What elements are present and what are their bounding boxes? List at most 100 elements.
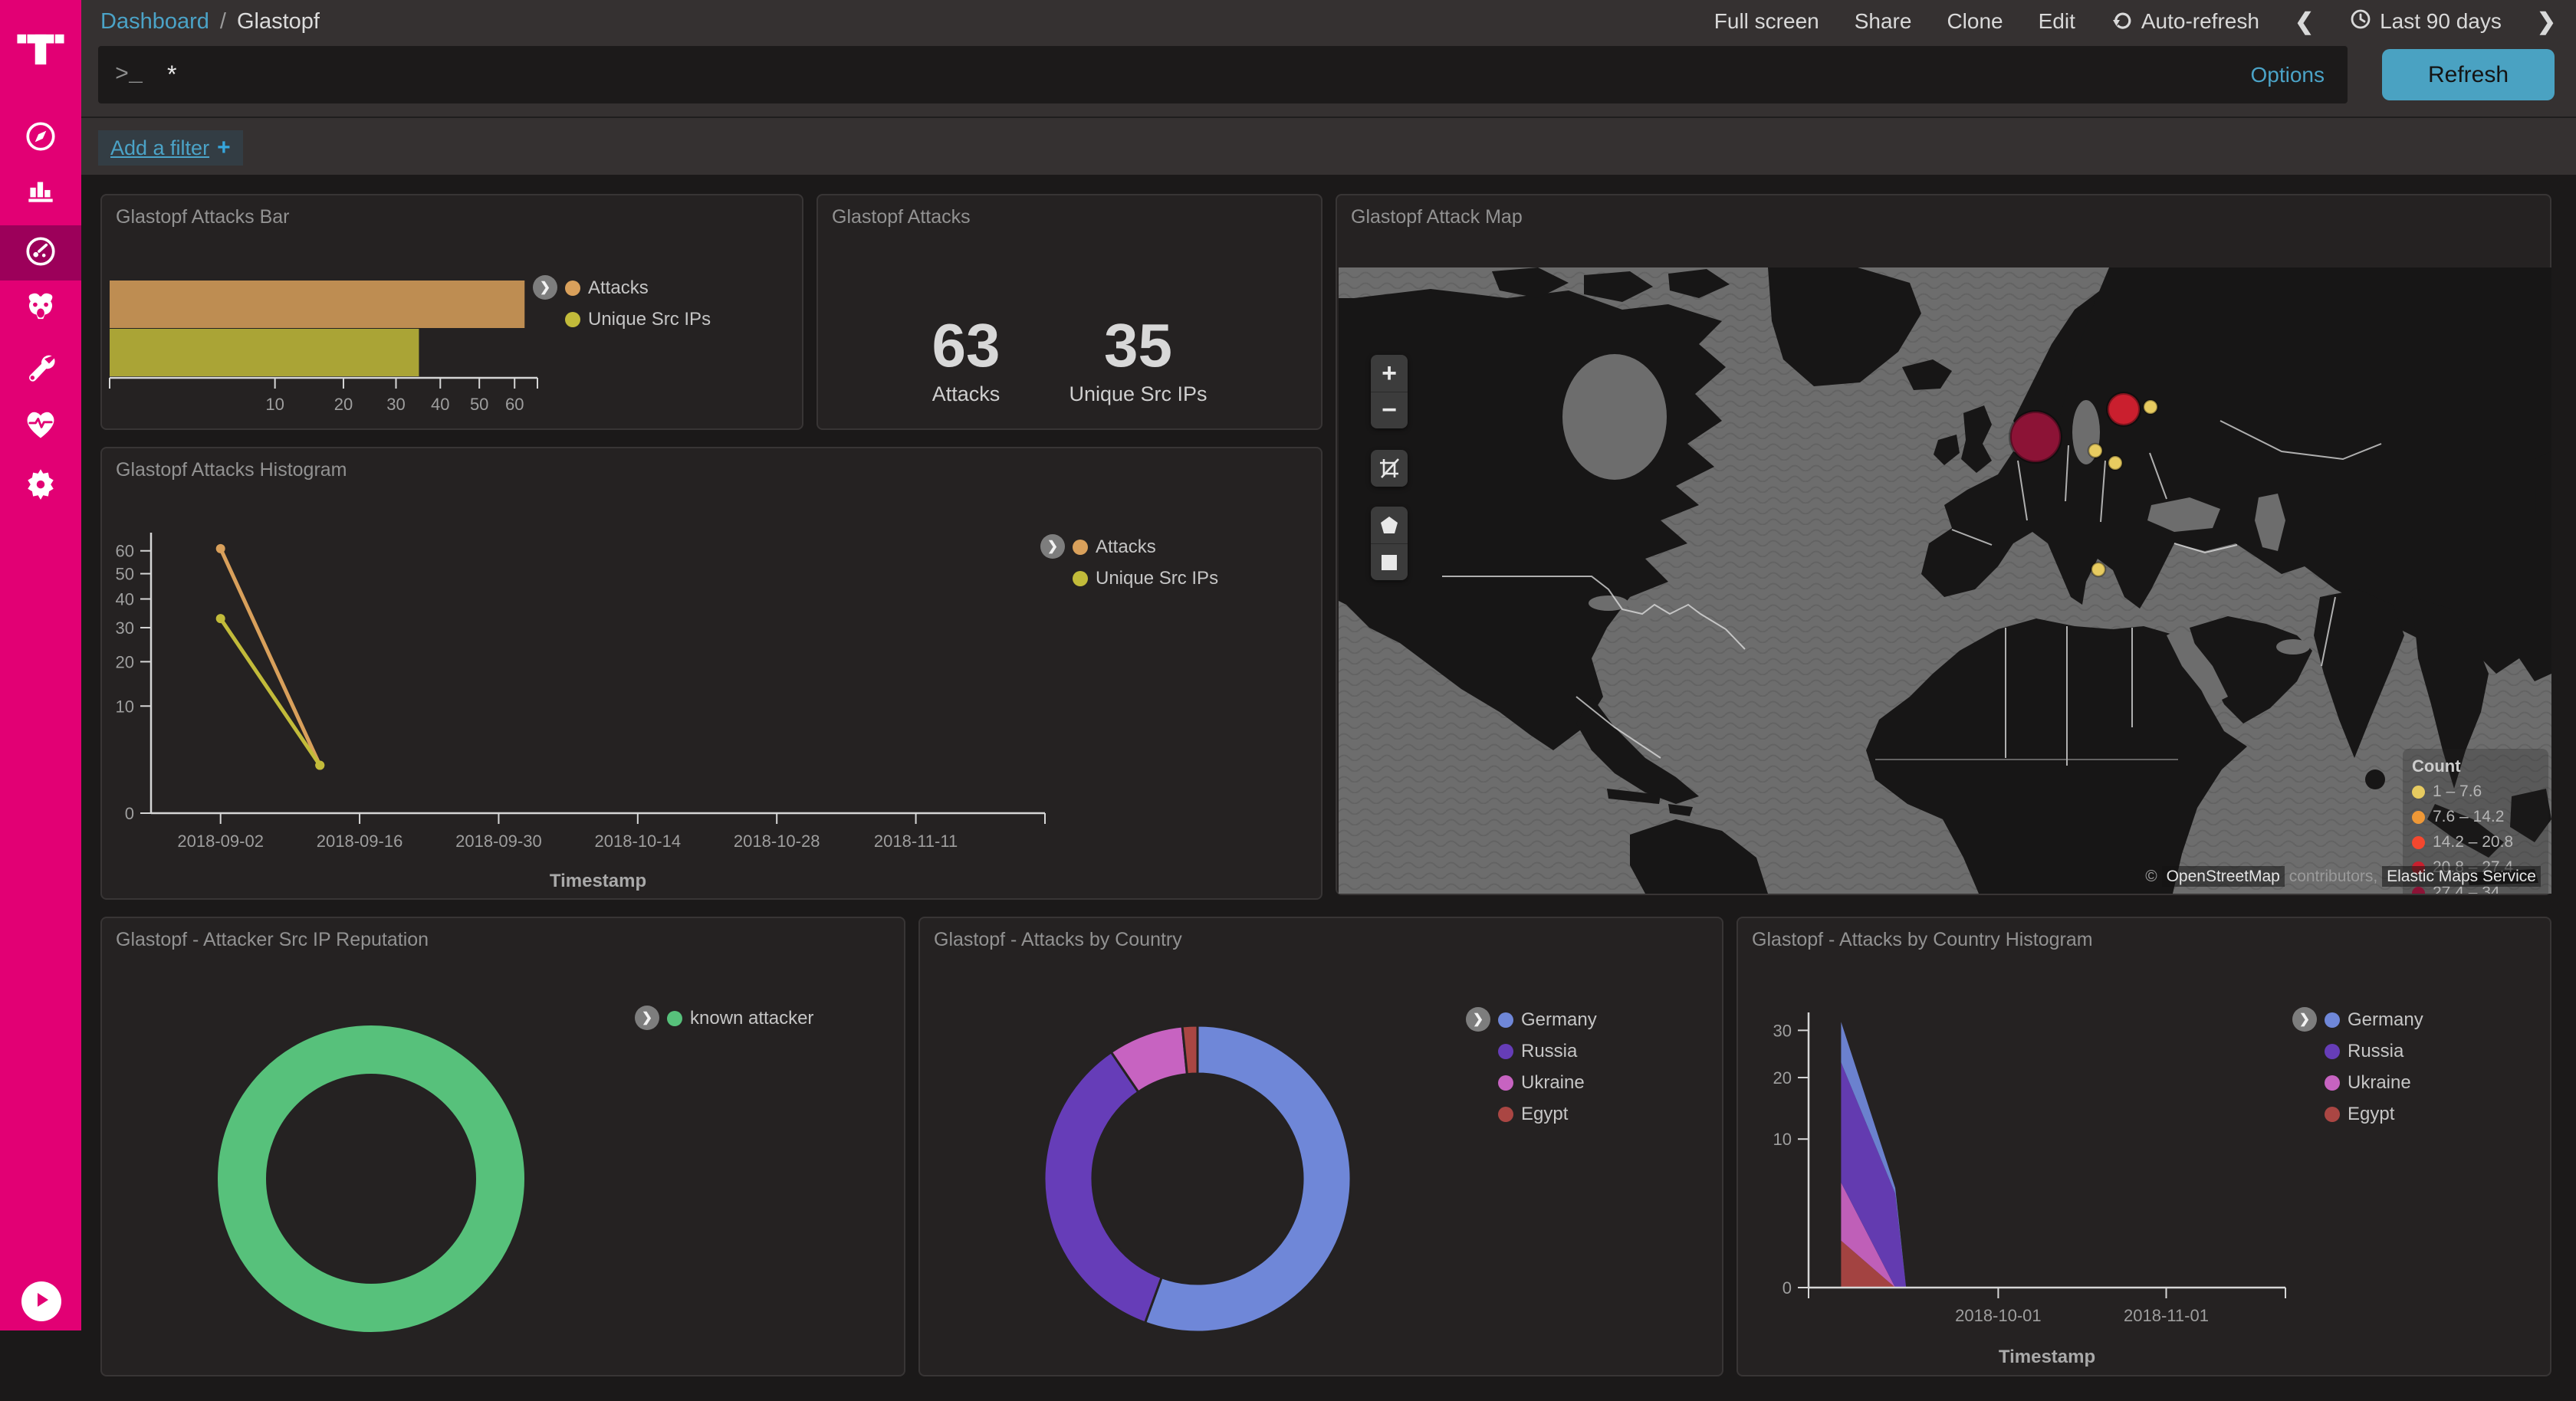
fullscreen-button[interactable]: Full screen	[1714, 9, 1819, 33]
svg-text:40: 40	[116, 590, 134, 609]
sidebar-item-devtools[interactable]	[0, 340, 81, 395]
clock-icon	[2349, 8, 2372, 36]
panel-attacks-by-country-histogram: Glastopf - Attacks by Country Histogram …	[1737, 917, 2551, 1376]
legend-toggle-icon[interactable]: ❯	[2292, 1007, 2317, 1032]
sidebar-item-timelion[interactable]	[0, 283, 81, 338]
svg-text:2018-09-02: 2018-09-02	[177, 832, 264, 851]
sidebar-collapse-button[interactable]	[21, 1281, 61, 1321]
legend-item[interactable]: Russia	[1498, 1041, 1597, 1062]
draw-polygon-button[interactable]	[1371, 507, 1408, 543]
legend-color-dot	[1073, 540, 1088, 555]
legend-item[interactable]: known attacker	[667, 1008, 813, 1029]
legend-item[interactable]: Attacks	[1073, 536, 1218, 558]
nav-actions: Full screen Share Clone Edit Auto-refres…	[1714, 0, 2556, 43]
legend-color-dot	[1498, 1107, 1513, 1122]
attack-map-point[interactable]	[2107, 454, 2124, 471]
top-navigation: Dashboard / Glastopf Full screen Share C…	[81, 0, 2576, 116]
attack-map-point[interactable]	[2106, 392, 2141, 427]
panel-attacks-bar: Glastopf Attacks Bar 10 20 30 40 50 60 ❯ Attac…	[100, 194, 803, 430]
search-input[interactable]: >_ * Options	[98, 46, 2348, 103]
panel-title: Glastopf - Attacker Src IP Reputation	[116, 929, 429, 950]
legend-item[interactable]: Unique Src IPs	[565, 309, 711, 330]
legend-toggle-icon[interactable]: ❯	[533, 275, 557, 300]
breadcrumb-dashboard-link[interactable]: Dashboard	[100, 9, 209, 34]
panel-title: Glastopf - Attacks by Country	[934, 929, 1182, 950]
draw-rectangle-button[interactable]	[1371, 543, 1408, 580]
fit-bounds-icon[interactable]	[1371, 450, 1408, 487]
elastic-maps-service-link[interactable]: Elastic Maps Service	[2382, 866, 2541, 887]
legend: ❯ Germany Russia Ukraine Egypt	[2292, 1007, 2423, 1125]
gear-icon	[23, 465, 58, 504]
panel-attacks-histogram: Glastopf Attacks Histogram 0 10 20 30 40 50 60…	[100, 447, 1322, 900]
svg-text:Timestamp: Timestamp	[550, 871, 646, 891]
share-button[interactable]: Share	[1854, 9, 1912, 33]
wrench-icon	[23, 349, 58, 388]
query-value: *	[167, 61, 177, 88]
map-legend-item: 14.2 – 20.8	[2412, 833, 2539, 851]
clone-button[interactable]: Clone	[1947, 9, 2003, 33]
legend-color-dot	[565, 281, 580, 296]
sidebar-item-discover[interactable]	[0, 110, 81, 166]
legend-item[interactable]: Ukraine	[2325, 1072, 2423, 1094]
legend-color-dot	[2325, 1075, 2340, 1091]
legend-toggle-icon[interactable]: ❯	[1040, 534, 1065, 559]
legend-color-dot	[667, 1011, 682, 1026]
legend-color-dot	[1498, 1075, 1513, 1091]
legend-item[interactable]: Germany	[2325, 1009, 2423, 1031]
sidebar-item-dashboard[interactable]	[0, 225, 81, 281]
panel-title: Glastopf Attacks Bar	[116, 206, 290, 228]
legend-item[interactable]: Egypt	[2325, 1104, 2423, 1125]
svg-text:2018-10-28: 2018-10-28	[734, 832, 820, 851]
attacks-line-chart[interactable]: 0 10 20 30 40 50 60 2018-09-02 2018-09-16 2018-09…	[102, 448, 1321, 898]
auto-refresh-button[interactable]: Auto-refresh	[2111, 8, 2259, 36]
svg-text:2018-11-11: 2018-11-11	[874, 832, 958, 851]
legend-item[interactable]: Egypt	[1498, 1104, 1597, 1125]
zoom-in-button[interactable]: +	[1382, 358, 1397, 388]
legend-item[interactable]: Ukraine	[1498, 1072, 1597, 1094]
attack-map-point[interactable]	[2090, 561, 2107, 578]
metric-attacks: 63 Attacks	[932, 311, 1001, 405]
legend-toggle-icon[interactable]: ❯	[635, 1006, 659, 1030]
legend-toggle-icon[interactable]: ❯	[1466, 1007, 1490, 1032]
telekom-logo[interactable]	[16, 20, 65, 69]
breadcrumb-separator: /	[219, 9, 226, 34]
time-forward-button[interactable]: ❯	[2536, 8, 2556, 34]
map-legend-dot	[2412, 886, 2425, 894]
add-filter-button[interactable]: Add a filter +	[98, 130, 243, 166]
panel-attack-map: Glastopf Attack Map	[1336, 194, 2551, 895]
refresh-button[interactable]: Refresh	[2382, 49, 2555, 100]
sidebar-item-management[interactable]	[0, 457, 81, 512]
bar-chart-icon	[23, 173, 58, 212]
country-donut-chart[interactable]	[920, 918, 1722, 1375]
edit-button[interactable]: Edit	[2038, 9, 2075, 33]
legend-item[interactable]: Unique Src IPs	[1073, 568, 1218, 589]
legend-item[interactable]: Germany	[1498, 1009, 1597, 1031]
time-range-picker[interactable]: Last 90 days	[2349, 8, 2502, 36]
world-map[interactable]: Count 1 – 7.67.6 – 14.214.2 – 20.820.8 –…	[1339, 267, 2551, 894]
panel-attacks-by-country: Glastopf - Attacks by Country ❯ Germany Ru…	[918, 917, 1723, 1376]
openstreetmap-link[interactable]: OpenStreetMap	[2161, 866, 2285, 887]
attack-map-point[interactable]	[2009, 410, 2062, 464]
lion-icon	[22, 290, 59, 331]
map-fit-control	[1371, 450, 1408, 487]
panel-title: Glastopf Attack Map	[1351, 206, 1523, 228]
legend-item[interactable]: Attacks	[565, 277, 711, 299]
zoom-out-button[interactable]: −	[1371, 392, 1408, 428]
svg-text:60: 60	[116, 542, 134, 561]
gauge-icon	[23, 234, 58, 273]
sidebar-item-monitoring[interactable]	[0, 398, 81, 453]
legend-item[interactable]: Russia	[2325, 1041, 2423, 1062]
attack-map-point[interactable]	[2142, 399, 2159, 415]
svg-text:0: 0	[125, 804, 134, 823]
country-area-chart[interactable]: 0 10 20 30 2018-10-01 2018-11-01 Timestamp	[1738, 918, 2550, 1375]
query-prompt-icon: >_	[115, 61, 143, 88]
attacks-bar-chart[interactable]: 10 20 30 40 50 60	[102, 195, 802, 428]
svg-text:30: 30	[386, 395, 405, 414]
sidebar-item-visualize[interactable]	[0, 165, 81, 220]
reputation-donut-chart[interactable]	[102, 918, 904, 1375]
panel-attacks-metric: Glastopf Attacks 63 Attacks 35 Unique Sr…	[816, 194, 1322, 430]
time-back-button[interactable]: ❮	[2294, 8, 2315, 34]
panel-title: Glastopf Attacks Histogram	[116, 459, 347, 481]
options-link[interactable]: Options	[2250, 62, 2325, 87]
attack-map-point[interactable]	[2087, 442, 2104, 459]
